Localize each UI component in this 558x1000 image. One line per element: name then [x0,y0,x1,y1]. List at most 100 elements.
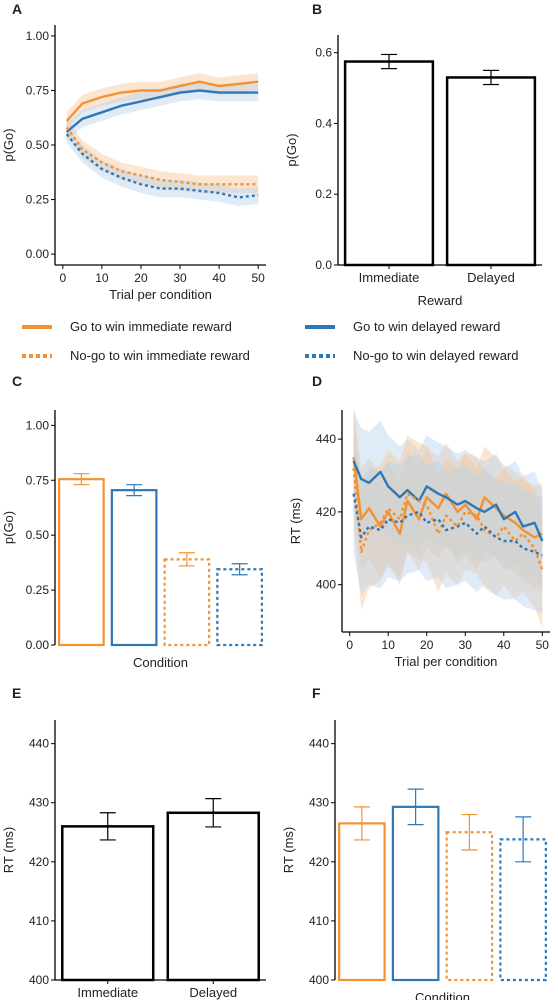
bar [61,825,155,982]
y-tick-label: 430 [309,796,329,810]
y-tick-label: 0.0 [315,258,332,272]
y-tick-label: 0.75 [26,473,50,487]
bar [216,568,263,647]
series-line [65,126,259,186]
x-tick-label: 20 [420,638,434,652]
y-tick-label: 420 [29,855,49,869]
series-ribbon [353,410,543,592]
y-tick-label: 430 [29,796,49,810]
panel-label: E [12,685,21,701]
series-line [65,80,259,122]
x-axis-label: Trial per condition [395,654,498,669]
y-tick-label: 0.2 [315,187,332,201]
x-axis-label: Reward [418,293,463,308]
y-tick-label: 1.00 [26,418,50,432]
series-ribbon [353,435,543,614]
legend: Go to win immediate reward Go to win dela… [22,319,518,363]
series-line [352,457,543,539]
y-tick-label: 400 [29,973,49,987]
series-ribbon [66,125,259,207]
x-tick-label: Delayed [189,985,237,1000]
legend-item: No-go to win immediate reward [22,348,250,363]
panel-label: C [12,373,22,389]
legend-label: Go to win delayed reward [353,319,500,334]
panel-f: F 400 410 420 430 440 RT (ms) Condition [281,685,547,1000]
y-tick-label: 0.4 [315,116,332,130]
series-line [65,89,259,133]
y-tick-label: 400 [309,973,329,987]
panel-c: C 0.00 0.25 0.50 0.75 1.00 p(Go) Condition [1,373,263,670]
legend-item: No-go to win delayed reward [305,348,518,363]
panel-d: D 400 420 440 RT (ms) 0 10 20 30 40 50 Trial per co… [288,373,550,669]
panel-label: B [312,1,322,17]
bar [166,811,260,982]
bar [343,60,435,267]
x-tick-label: 50 [536,638,550,652]
y-tick-label: 420 [309,855,329,869]
y-tick-label: 0.25 [26,193,50,207]
bar [58,478,105,647]
series-line [352,468,544,571]
x-tick-label: 10 [382,638,396,652]
legend-item: Go to win immediate reward [22,319,232,334]
y-tick-label: 400 [316,578,336,592]
bar [445,76,537,267]
bar [499,838,547,982]
y-tick-label: 0.25 [26,583,50,597]
y-tick-label: 0.50 [26,138,50,152]
panel-b: B 0.0 0.2 0.4 0.6 p(Go) Reward Immediate Delayed [284,1,542,308]
y-axis-label: p(Go) [284,133,299,166]
x-tick-label: 20 [134,271,148,285]
x-axis-label: Condition [133,655,188,670]
series-ribbon [353,410,543,629]
x-tick-label: 0 [59,271,66,285]
x-tick-label: 10 [95,271,109,285]
y-axis-label: RT (ms) [288,498,303,544]
panel-a: A 0.00 0.25 0.50 0.75 1.00 p(Go) 0 10 20 30 40 50 Tri… [1,1,266,302]
legend-label: No-go to win delayed reward [353,348,518,363]
y-tick-label: 1.00 [26,29,50,43]
x-tick-label: 30 [459,638,473,652]
y-axis-label: RT (ms) [1,827,16,873]
y-tick-label: 0.50 [26,528,50,542]
x-tick-label: 0 [346,638,353,652]
series-line [352,460,544,542]
bar [445,831,494,982]
panel-label: F [312,685,321,701]
y-tick-label: 440 [29,737,49,751]
series-ribbon [66,81,259,141]
y-tick-label: 420 [316,505,336,519]
series-ribbon [66,73,259,130]
legend-label: Go to win immediate reward [70,319,232,334]
y-tick-label: 410 [29,914,49,928]
y-axis-label: p(Go) [1,511,16,544]
y-tick-label: 410 [309,914,329,928]
y-axis-label: RT (ms) [281,827,296,873]
series-ribbon [66,118,259,193]
bar [163,558,211,647]
y-tick-label: 440 [316,432,336,446]
x-axis-label: Condition [415,990,470,1000]
legend-label: No-go to win immediate reward [70,348,250,363]
panel-label: D [312,373,322,389]
x-tick-label: Immediate [77,985,138,1000]
x-tick-label: Immediate [359,270,420,285]
y-tick-label: 440 [309,737,329,751]
panel-label: A [12,1,22,17]
x-tick-label: Delayed [467,270,515,285]
y-tick-label: 0.00 [26,638,50,652]
y-tick-label: 0.75 [26,83,50,97]
legend-item: Go to win delayed reward [305,319,500,334]
x-tick-label: 40 [212,271,226,285]
bar [338,822,386,982]
y-axis-label: p(Go) [1,128,16,161]
x-tick-label: 40 [497,638,511,652]
y-tick-label: 0.6 [315,46,332,60]
bar [110,489,158,647]
series-line [352,493,543,557]
x-tick-label: 50 [252,271,266,285]
x-tick-label: 30 [173,271,187,285]
